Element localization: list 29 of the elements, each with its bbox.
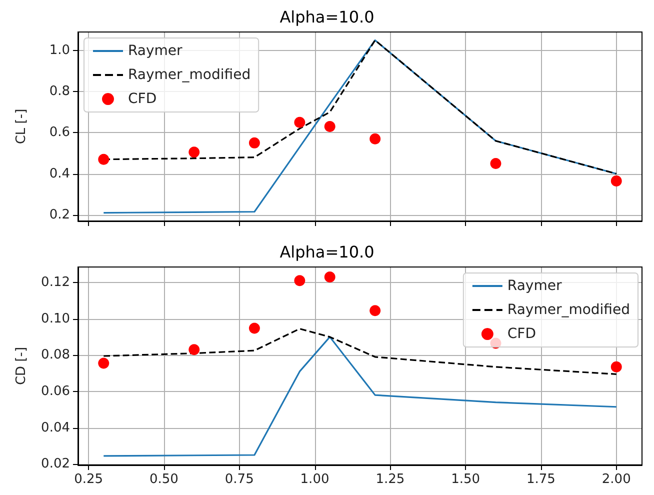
x-tick-label: 2.00 xyxy=(602,472,631,487)
legend-label: Raymer xyxy=(128,43,183,59)
y-tick-label: 0.08 xyxy=(41,348,70,363)
x-tick-label: 0.75 xyxy=(224,472,254,487)
legend-label: Raymer_modified xyxy=(128,67,251,83)
legend-label: Raymer_modified xyxy=(507,302,630,318)
y-tick-label: 0.04 xyxy=(41,420,70,436)
legend-label: Raymer xyxy=(507,278,562,294)
chart-title: Alpha=10.0 xyxy=(280,8,374,26)
legend-label: CFD xyxy=(128,91,157,107)
x-tick-label: 0.50 xyxy=(149,472,178,487)
x-tick-label: 0.25 xyxy=(74,472,104,487)
y-tick-label: 1.0 xyxy=(49,42,70,58)
x-tick-label: 1.75 xyxy=(526,472,556,487)
y-tick-label: 0.8 xyxy=(49,84,70,100)
y-tick-label: 0.6 xyxy=(49,125,70,140)
x-tick-label: 1.50 xyxy=(451,472,480,487)
y-tick-label: 0.4 xyxy=(49,166,70,182)
y-tick-label: 0.12 xyxy=(41,274,70,290)
y-tick-label: 0.2 xyxy=(49,207,70,222)
y-tick-label: 0.06 xyxy=(41,384,70,399)
x-tick-label: 1.25 xyxy=(376,472,405,487)
legend-label: CFD xyxy=(507,326,536,342)
chart-title: Alpha=10.0 xyxy=(280,242,374,262)
y-axis-title: CL [-] xyxy=(14,108,29,144)
y-tick-label: 0.10 xyxy=(41,311,70,326)
y-axis-title: CD [-] xyxy=(14,346,29,386)
x-tick-label: 1.00 xyxy=(300,472,330,487)
y-tick-label: 0.02 xyxy=(41,456,70,472)
